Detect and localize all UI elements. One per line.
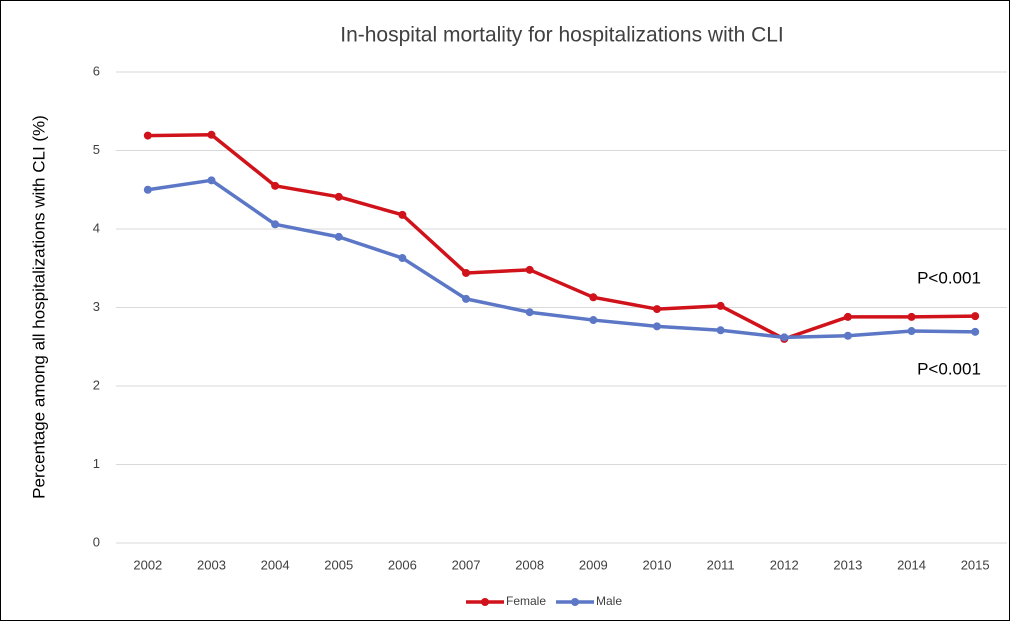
point [907,312,916,321]
point [652,305,661,314]
point [589,316,598,325]
annotation: P<0.001 [917,268,981,287]
point [143,131,152,140]
annotation: P<0.001 [917,359,981,378]
y-axis-label: Percentage among all hospitalizations wi… [29,115,48,499]
point [334,192,343,201]
point [207,130,216,139]
point [652,322,661,331]
point [462,294,471,303]
y-tick-label: 3 [93,299,100,314]
point [716,301,725,310]
x-tick-label: 2014 [897,557,926,572]
point [907,327,916,336]
x-tick-label: 2004 [261,557,290,572]
y-tick-label: 2 [93,377,100,392]
x-tick-label: 2009 [579,557,608,572]
chart-title: In-hospital mortality for hospitalizatio… [340,24,784,47]
point [589,293,598,302]
y-tick-label: 4 [93,220,100,235]
line [147,178,976,340]
x-tick-label: 2006 [388,557,417,572]
legend-marker [481,598,489,606]
point [143,185,152,194]
x-tick-label: 2012 [770,557,799,572]
y-tick-label: 1 [93,456,100,471]
legend-label: Female [506,594,546,608]
y-tick-label: 6 [93,63,100,78]
point [525,308,534,317]
x-tick-label: 2013 [833,557,862,572]
y-tick-label: 0 [93,534,100,549]
y-tick-label: 5 [93,142,100,157]
point [207,176,216,185]
point [398,210,407,219]
point [271,220,280,229]
x-tick-label: 2003 [197,557,226,572]
point [843,331,852,340]
point [843,312,852,321]
x-tick-label: 2007 [452,557,481,572]
point [271,181,280,190]
x-tick-label: 2015 [961,557,990,572]
point [398,254,407,263]
point [525,265,534,274]
point [334,232,343,241]
point [971,312,980,321]
x-tick-label: 2008 [515,557,544,572]
line [147,133,976,341]
x-tick-label: 2011 [707,557,735,572]
x-tick-label: 2002 [133,557,162,572]
legend-label: Male [596,594,622,608]
point [716,326,725,335]
x-tick-label: 2010 [643,557,672,572]
x-tick-label: 2005 [324,557,353,572]
point [780,333,789,342]
point [971,327,980,336]
point [462,268,471,277]
legend-marker [571,598,580,606]
